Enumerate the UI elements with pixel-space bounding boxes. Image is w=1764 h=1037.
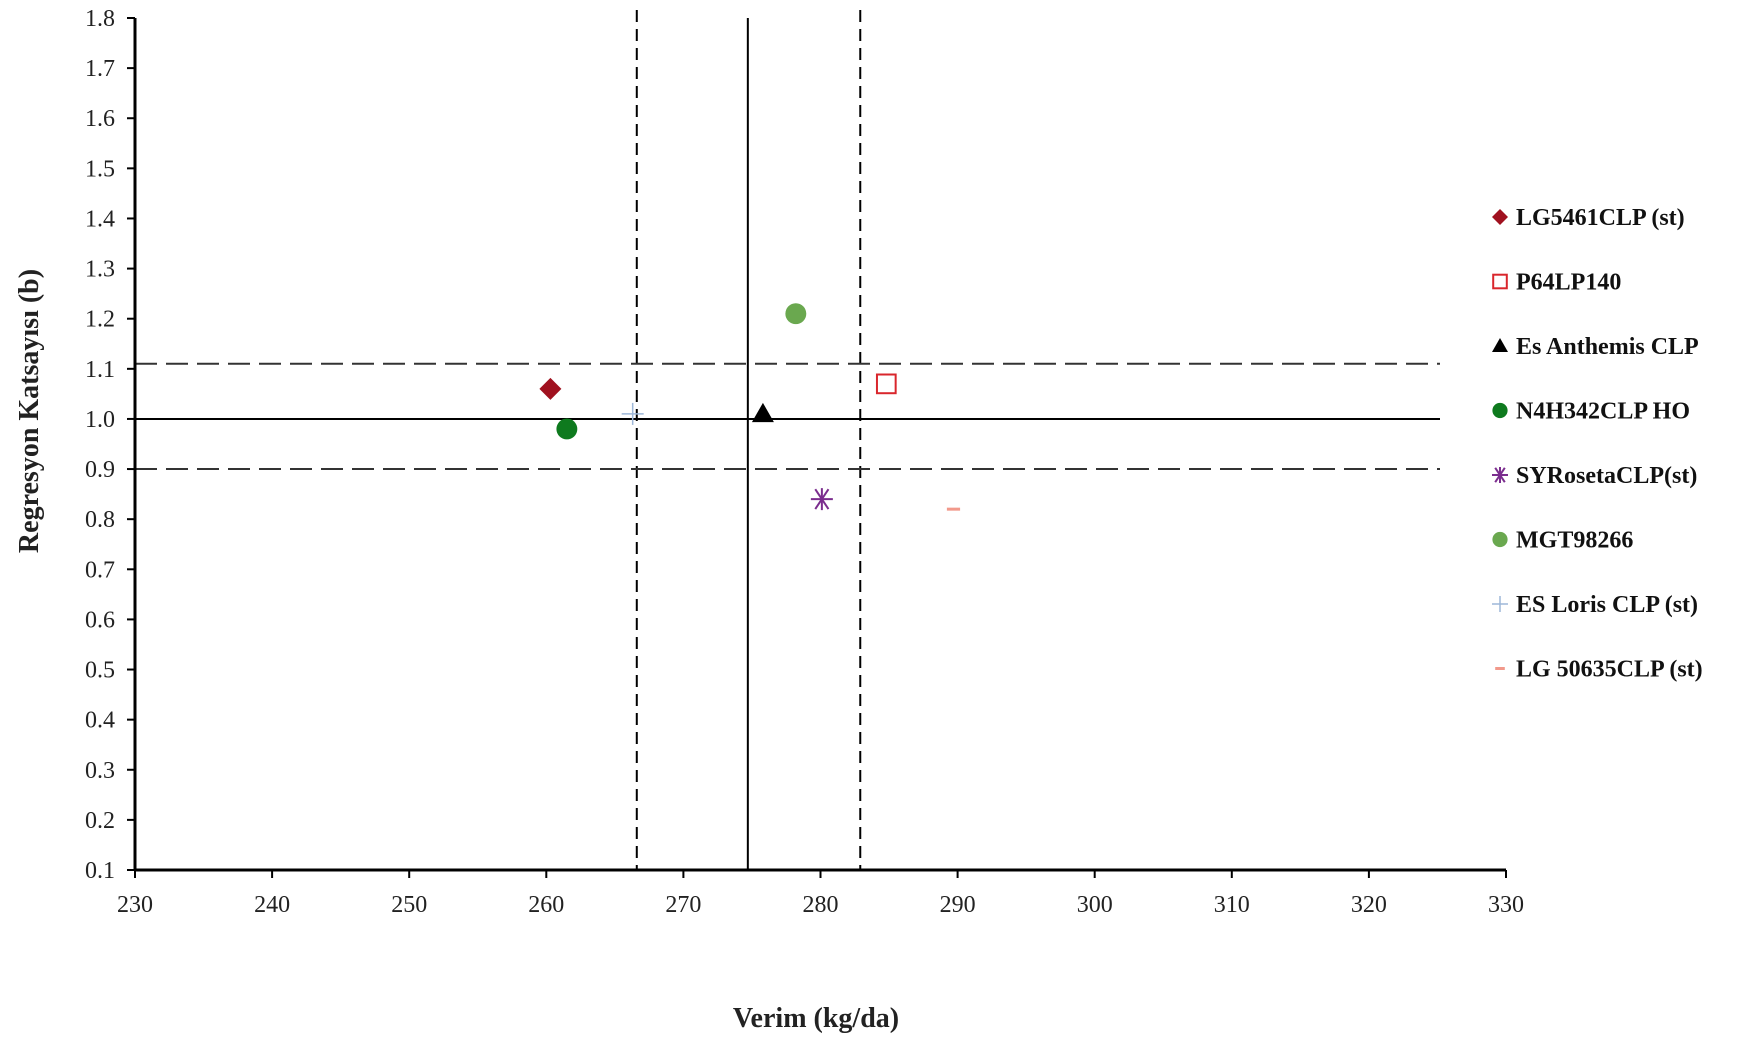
y-tick-label: 1.3 — [85, 257, 115, 283]
y-tick-label: 1.4 — [85, 206, 115, 232]
data-points — [539, 303, 961, 511]
y-tick-label: 0.3 — [85, 758, 115, 784]
data-point — [875, 373, 897, 395]
x-tick-label: 280 — [803, 892, 839, 918]
y-tick-label: 0.8 — [85, 507, 115, 533]
data-point — [539, 377, 562, 400]
data-point — [556, 418, 578, 440]
x-tick-label: 320 — [1351, 892, 1387, 918]
y-tick-label: 1.6 — [85, 106, 115, 132]
x-tick-label: 260 — [528, 892, 564, 918]
y-tick-label: 0.4 — [85, 708, 115, 734]
y-tick-label: 1.7 — [85, 56, 115, 82]
reference-lines — [135, 10, 1440, 870]
x-tick-label: 230 — [117, 892, 153, 918]
data-point — [785, 303, 807, 325]
y-tick-label: 0.7 — [85, 557, 115, 583]
legend-label: P64LP140 — [1516, 270, 1621, 296]
legend-label: ES Loris CLP (st) — [1516, 592, 1698, 618]
y-tick-label: 1.8 — [85, 6, 115, 32]
legend-marker — [1492, 596, 1508, 612]
x-tick-label: 300 — [1077, 892, 1113, 918]
legend-marker — [1492, 273, 1508, 290]
y-tick-label: 1.1 — [85, 357, 115, 383]
y-tick-label: 1.5 — [85, 156, 115, 182]
legend-label: SYRosetaCLP(st) — [1516, 463, 1697, 489]
legend-label: N4H342CLP HO — [1516, 399, 1690, 425]
legend-marker — [1492, 338, 1508, 352]
legend-marker — [1492, 467, 1508, 483]
legend-marker — [1492, 209, 1508, 225]
data-point — [751, 402, 774, 423]
legend-label: Es Anthemis CLP — [1516, 334, 1699, 360]
data-point — [621, 402, 644, 425]
y-tick-label: 0.1 — [85, 858, 115, 884]
x-tick-label: 250 — [391, 892, 427, 918]
data-point — [810, 488, 833, 511]
axes: 230 240 250 260 270 280 290 300 310 320 330 0.1 0.2 0… — [85, 6, 1524, 918]
legend-marker — [1492, 402, 1508, 419]
x-tick-label: 310 — [1214, 892, 1250, 918]
x-tick-label: 270 — [665, 892, 701, 918]
legend-label: LG 50635CLP (st) — [1516, 657, 1703, 683]
legend: LG5461CLP (st) P64LP140 Es Anthemis CLP N4H… — [1492, 205, 1703, 683]
y-tick-label: 0.9 — [85, 457, 115, 483]
y-axis-title: Regresyon Katsayısı (b) — [14, 269, 45, 553]
legend-label: LG5461CLP (st) — [1516, 205, 1685, 231]
x-tick-label: 290 — [940, 892, 976, 918]
x-tick-label: 240 — [254, 892, 290, 918]
legend-label: MGT98266 — [1516, 528, 1633, 554]
y-tick-label: 0.2 — [85, 808, 115, 834]
legend-marker — [1492, 531, 1508, 548]
y-tick-label: 1.2 — [85, 307, 115, 333]
x-tick-label: 330 — [1488, 892, 1524, 918]
y-tick-label: 0.5 — [85, 658, 115, 684]
y-tick-label: 1.0 — [85, 407, 115, 433]
x-axis-title: Verim (kg/da) — [733, 1003, 899, 1034]
y-tick-label: 0.6 — [85, 607, 115, 633]
